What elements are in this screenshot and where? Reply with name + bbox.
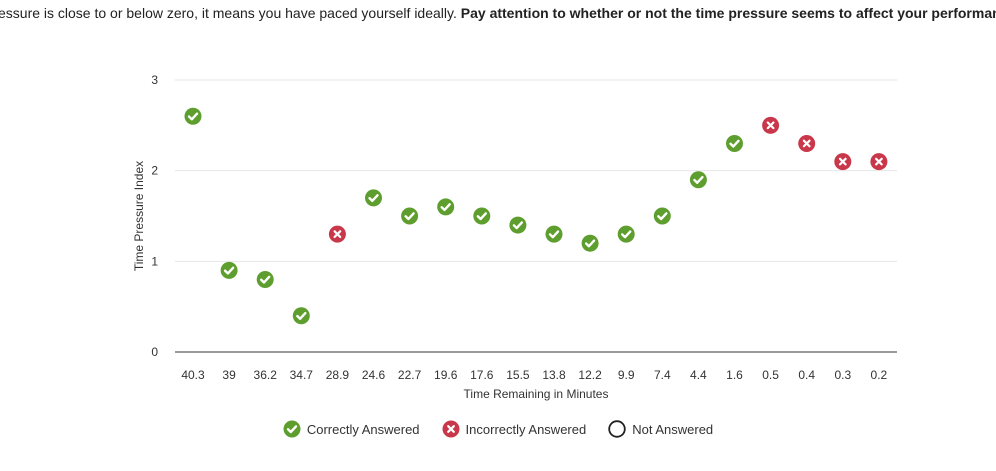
data-point-correct[interactable] <box>437 198 455 216</box>
x-tick-label: 40.3 <box>181 368 205 382</box>
x-tick-label: 13.8 <box>542 368 566 382</box>
legend-item-incorrect[interactable]: Incorrectly Answered <box>442 420 587 438</box>
data-point-incorrect[interactable] <box>834 153 852 171</box>
x-tick-label: 4.4 <box>690 368 707 382</box>
legend-label-correct: Correctly Answered <box>306 421 420 437</box>
x-tick-label: 7.4 <box>654 368 671 382</box>
intro-text-bold: Pay attention to whether or not the time… <box>460 5 996 21</box>
x-tick-label: 9.9 <box>618 368 635 382</box>
data-point-correct[interactable] <box>473 207 491 225</box>
x-tick-label: 1.6 <box>726 368 743 382</box>
x-tick-label: 19.6 <box>434 368 458 382</box>
legend-item-not-answered[interactable]: Not Answered <box>608 420 713 438</box>
x-tick-label: 0.3 <box>834 368 851 382</box>
correct-check-icon <box>283 420 301 438</box>
y-tick-label: 0 <box>151 345 158 359</box>
y-tick-label: 1 <box>151 254 158 268</box>
data-point-correct[interactable] <box>365 189 382 207</box>
data-point-correct[interactable] <box>401 207 419 225</box>
y-axis-title: Time Pressure Index <box>132 161 146 271</box>
intro-text-normal: essure is close to or below zero, it mea… <box>0 5 457 21</box>
x-tick-label: 36.2 <box>254 368 278 382</box>
data-point-correct[interactable] <box>256 270 274 288</box>
data-point-incorrect[interactable] <box>798 134 816 152</box>
chart-legend: Correctly Answered Incorrectly Answered … <box>0 420 996 438</box>
x-tick-label: 22.7 <box>398 368 422 382</box>
data-point-correct[interactable] <box>726 134 743 152</box>
legend-item-correct[interactable]: Correctly Answered <box>283 420 420 438</box>
data-point-incorrect[interactable] <box>328 225 346 243</box>
intro-text: essure is close to or below zero, it mea… <box>0 4 996 22</box>
data-point-correct[interactable] <box>545 225 563 243</box>
data-point-correct[interactable] <box>220 261 238 279</box>
y-tick-label: 2 <box>151 164 158 178</box>
x-tick-label: 12.2 <box>578 368 602 382</box>
incorrect-x-icon <box>442 420 460 438</box>
data-point-correct[interactable] <box>292 307 310 325</box>
data-point-correct[interactable] <box>689 171 707 189</box>
data-point-correct[interactable] <box>509 216 527 234</box>
x-tick-label: 15.5 <box>506 368 530 382</box>
chart-gridlines <box>175 79 897 262</box>
x-tick-label: 0.5 <box>762 368 779 382</box>
legend-label-not-answered: Not Answered <box>632 421 714 437</box>
legend-label-incorrect: Incorrectly Answered <box>465 421 587 437</box>
x-tick-label: 34.7 <box>290 368 314 382</box>
y-axis-ticks: 0 1 2 3 <box>151 73 158 359</box>
x-tick-label: 0.4 <box>798 368 815 382</box>
x-tick-label: 24.6 <box>362 368 386 382</box>
x-tick-label: 17.6 <box>470 368 494 382</box>
data-point-correct[interactable] <box>617 225 635 243</box>
data-point-incorrect[interactable] <box>762 116 780 134</box>
x-tick-label: 0.2 <box>871 368 888 382</box>
x-tick-label: 28.9 <box>326 368 350 382</box>
x-axis-title: Time Remaining in Minutes <box>464 387 609 401</box>
x-axis-ticks: 40.3 39 36.2 34.7 28.9 24.6 22.7 19.6 17.6 15.5 13… <box>181 368 887 382</box>
data-points <box>184 107 888 325</box>
data-point-incorrect[interactable] <box>870 153 888 171</box>
not-answered-circle-icon <box>608 420 626 438</box>
data-point-correct[interactable] <box>184 107 202 125</box>
data-point-correct[interactable] <box>653 207 671 225</box>
y-tick-label: 3 <box>151 73 158 87</box>
data-point-correct[interactable] <box>581 234 599 252</box>
x-tick-label: 39 <box>222 368 236 382</box>
